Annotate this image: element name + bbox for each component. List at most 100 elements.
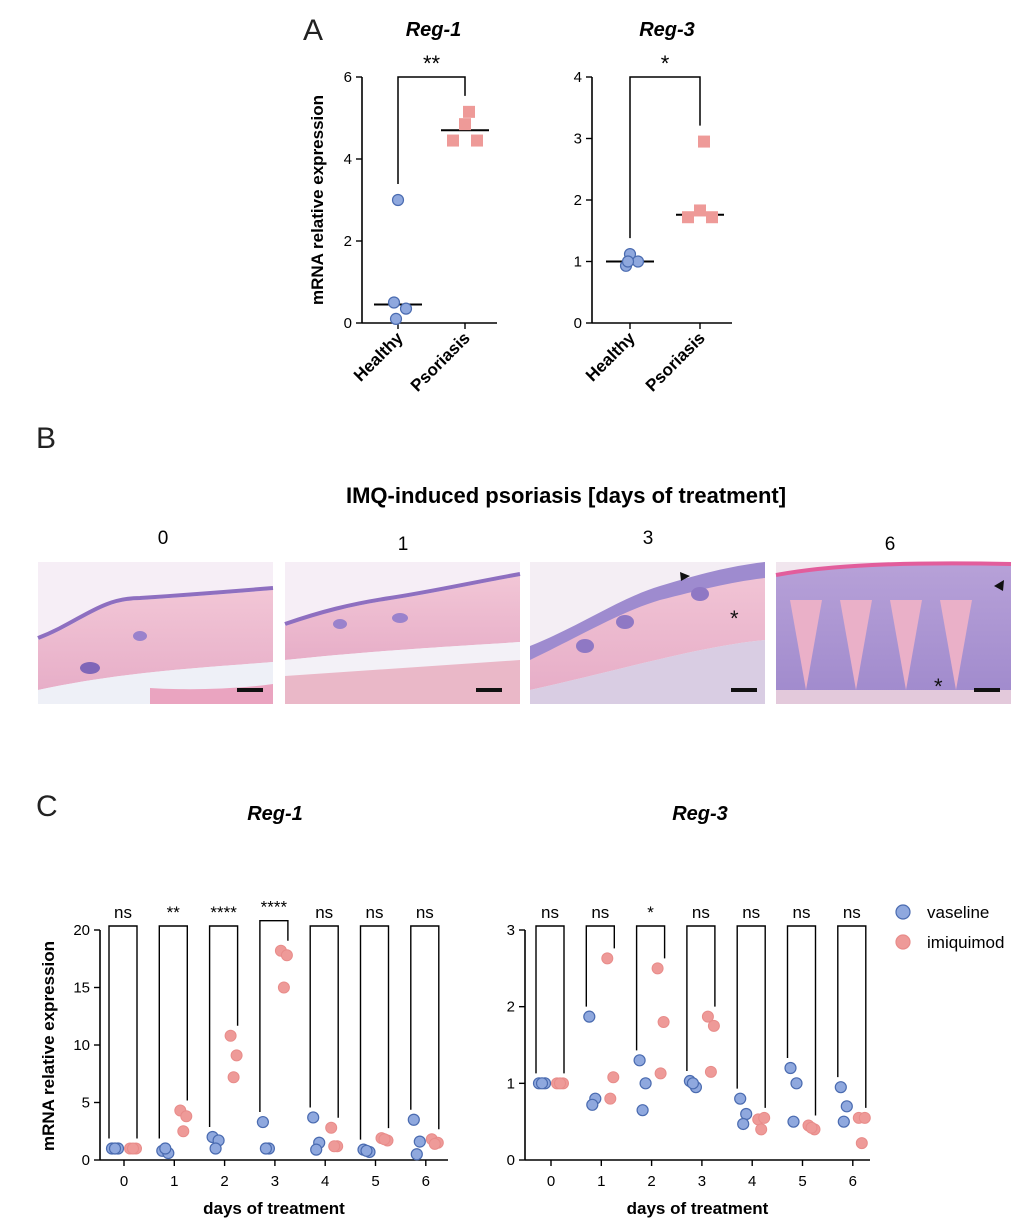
svg-text:*: * — [934, 674, 943, 699]
vaseline-point — [360, 1144, 373, 1157]
chart-title: Reg-1 — [406, 19, 462, 41]
x-tick-label: 5 — [371, 1173, 379, 1190]
panel-letter-a: A — [303, 14, 323, 47]
y-tick-label: 2 — [344, 233, 352, 250]
vaseline-point — [840, 1100, 853, 1113]
imiquimod-point — [177, 1125, 190, 1138]
significance-bracket — [397, 76, 466, 184]
significance-bracket — [635, 925, 666, 1051]
vaseline-point — [535, 1077, 549, 1090]
x-tick-label: 1 — [597, 1173, 605, 1190]
vaseline-point — [790, 1077, 803, 1090]
significance-label: ns — [692, 903, 710, 922]
vaseline-point — [734, 1092, 747, 1105]
x-tick-label: 6 — [422, 1173, 430, 1190]
imiquimod-point — [180, 1110, 193, 1123]
psoriasis-point — [706, 211, 718, 224]
vaseline-point — [209, 1142, 222, 1155]
significance-label: ns — [114, 903, 132, 922]
imiquimod-point — [805, 1121, 818, 1134]
imiquimod-point — [701, 1010, 714, 1023]
x-tick-label: 3 — [271, 1173, 279, 1190]
vaseline-point — [740, 1107, 753, 1121]
significance-bracket — [309, 925, 339, 1118]
legend-label-vaseline: vaseline — [927, 903, 989, 922]
x-tick-label: 1 — [170, 1173, 178, 1190]
y-tick-label: 10 — [73, 1037, 90, 1054]
y-tick-label: 0 — [344, 315, 352, 332]
imiquimod-point — [651, 962, 664, 975]
psoriasis-point — [471, 134, 483, 147]
significance-label: ns — [366, 903, 384, 922]
y-tick-label: 0 — [507, 1152, 515, 1169]
psoriasis-point — [682, 211, 694, 224]
y-tick-label: 20 — [73, 922, 90, 939]
y-tick-label: 5 — [82, 1095, 90, 1112]
imiquimod-point — [858, 1111, 871, 1124]
vaseline-point — [636, 1104, 649, 1117]
x-tick-label: 3 — [698, 1173, 706, 1190]
healthy-point — [621, 255, 635, 268]
x-tick-label: 2 — [220, 1173, 228, 1190]
significance-bracket — [736, 925, 766, 1108]
x-tick-label: 0 — [120, 1173, 128, 1190]
healthy-point — [399, 302, 413, 315]
imiquimod-point — [707, 1019, 720, 1032]
imiquimod-point — [277, 981, 290, 994]
vaseline-point — [410, 1148, 423, 1161]
significance-bracket — [535, 925, 565, 1074]
healthy-point — [391, 193, 405, 207]
significance-label: ** — [423, 51, 441, 76]
psoriasis-point — [694, 204, 706, 217]
y-tick-label: 3 — [574, 131, 582, 148]
significance-label: ** — [167, 903, 181, 922]
legend-label-imiquimod: imiquimod — [927, 933, 1004, 952]
vaseline-point — [784, 1061, 797, 1075]
y-tick-label: 0 — [574, 315, 582, 332]
x-tick-label: 2 — [647, 1173, 655, 1190]
vaseline-point — [307, 1111, 320, 1124]
significance-bracket — [259, 920, 289, 1113]
psoriasis-point — [698, 135, 710, 148]
y-tick-label: 4 — [344, 151, 352, 168]
significance-label: ns — [742, 903, 760, 922]
panel-c-y-axis-label: mRNA relative expression — [39, 941, 58, 1151]
imiquimod-point — [227, 1071, 240, 1084]
psoriasis-point — [463, 105, 475, 118]
significance-label: **** — [210, 903, 237, 922]
imiquimod-point — [428, 1137, 441, 1150]
chart-title: Reg-3 — [639, 19, 695, 41]
x-axis-label: days of treatment — [627, 1199, 769, 1218]
vaseline-point — [407, 1113, 420, 1126]
vaseline-point — [413, 1135, 426, 1148]
legend-marker-vaseline — [895, 904, 911, 920]
significance-bracket — [837, 925, 867, 1108]
vaseline-point — [259, 1142, 272, 1155]
x-axis-label: days of treatment — [203, 1199, 345, 1218]
x-tick-label: Healthy — [350, 328, 407, 385]
x-tick-label: 4 — [321, 1173, 329, 1190]
significance-label: ns — [793, 903, 811, 922]
legend-marker-imiquimod — [895, 934, 911, 950]
imiquimod-point — [758, 1111, 771, 1124]
y-tick-label: 1 — [574, 254, 582, 271]
y-tick-label: 2 — [507, 999, 515, 1016]
x-tick-label: Psoriasis — [642, 328, 709, 395]
imiquimod-point — [601, 952, 614, 965]
imiquimod-point — [328, 1140, 341, 1153]
histology-image-day-1 — [284, 562, 521, 704]
x-tick-label: 4 — [748, 1173, 756, 1190]
histology-image-day-0 — [37, 562, 274, 704]
chart-title: Reg-1 — [247, 803, 303, 825]
significance-bracket — [208, 925, 239, 1127]
y-tick-label: 2 — [574, 192, 582, 209]
significance-bracket — [410, 925, 440, 1130]
svg-text:*: * — [730, 606, 739, 631]
significance-bracket — [359, 925, 390, 1140]
vaseline-point — [639, 1077, 652, 1090]
histology-day-label: 1 — [398, 534, 409, 555]
vaseline-point — [586, 1098, 599, 1111]
imiquimod-point — [755, 1123, 768, 1136]
significance-label: * — [647, 903, 654, 922]
